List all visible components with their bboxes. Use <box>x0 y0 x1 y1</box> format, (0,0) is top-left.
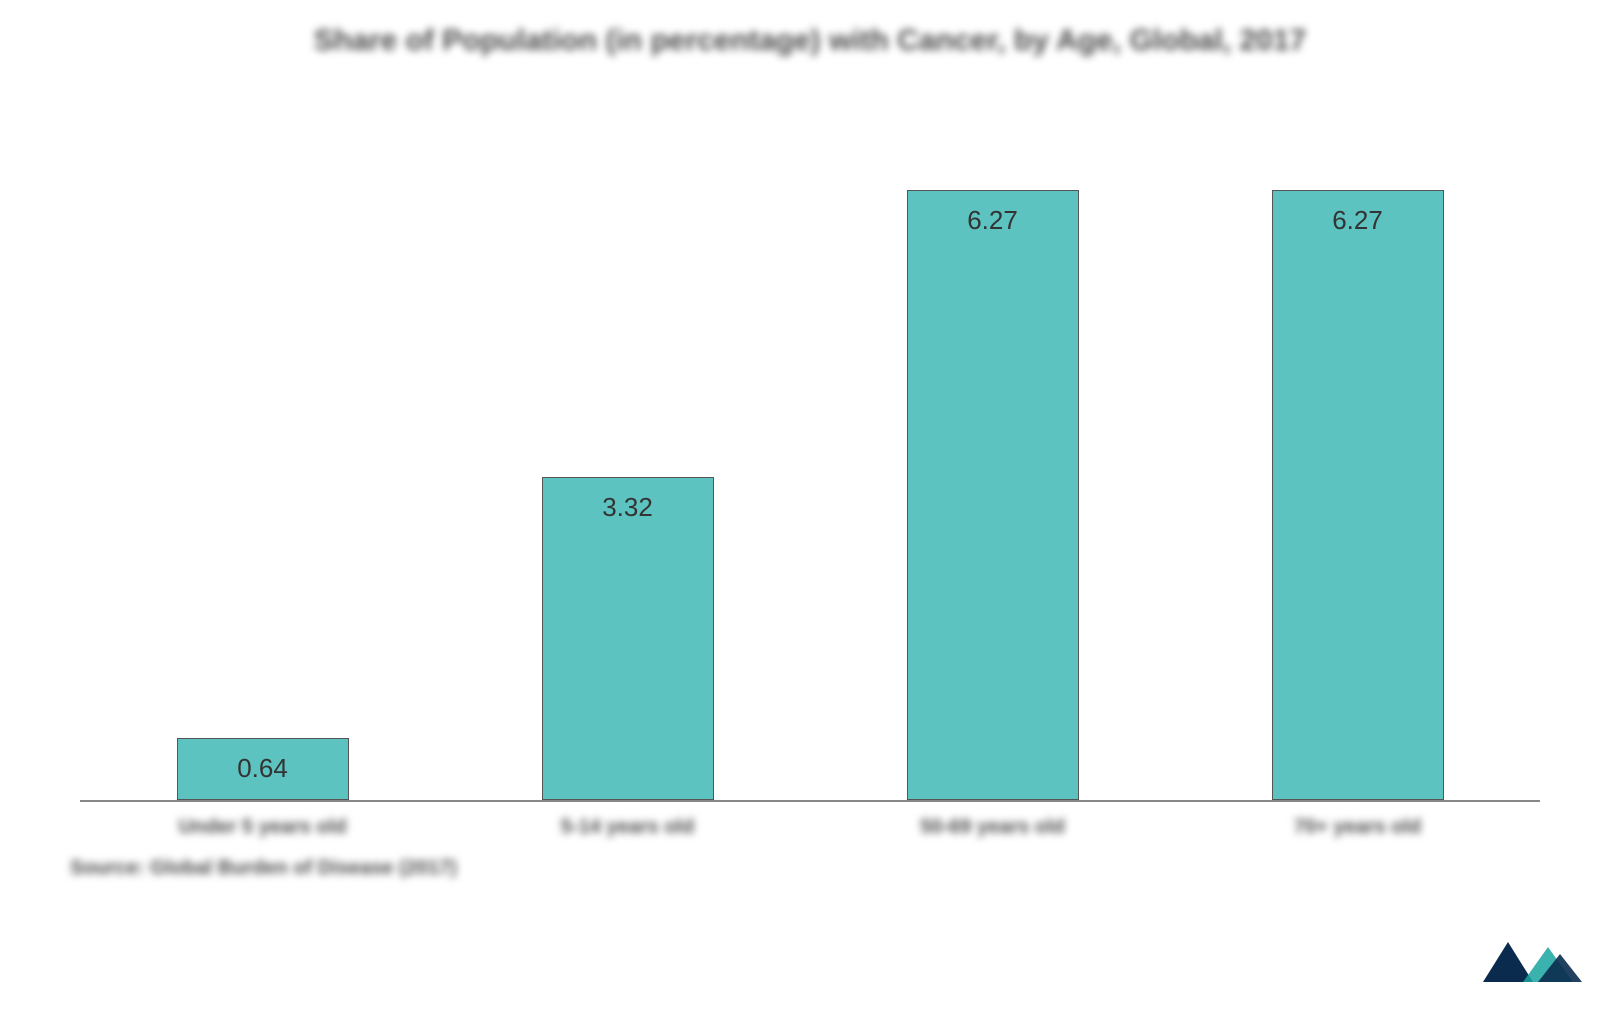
x-tick-label: 50-69 years old <box>810 816 1175 839</box>
bar-value-label: 3.32 <box>602 492 653 523</box>
x-tick-label: 5-14 years old <box>445 816 810 839</box>
chart-title: Share of Population (in percentage) with… <box>60 20 1560 62</box>
bar-value-label: 6.27 <box>1332 205 1383 236</box>
bar: 3.32 <box>542 477 714 800</box>
x-tick-label: Under 5 years old <box>80 816 445 839</box>
bar-slot: 0.64 <box>80 102 445 800</box>
bar-value-label: 6.27 <box>967 205 1018 236</box>
bars-group: 0.64 3.32 6.27 6.27 <box>80 102 1540 800</box>
plot-area: 0.64 3.32 6.27 6.27 <box>80 102 1540 802</box>
bar-slot: 3.32 <box>445 102 810 800</box>
x-tick-label: 70+ years old <box>1175 816 1540 839</box>
bar-slot: 6.27 <box>810 102 1175 800</box>
source-text: Source: Global Burden of Disease (2017) <box>60 857 1560 880</box>
bar: 6.27 <box>1272 190 1444 800</box>
x-axis-labels: Under 5 years old5-14 years old50-69 yea… <box>80 816 1540 839</box>
bar: 6.27 <box>907 190 1079 800</box>
bar-value-label: 0.64 <box>237 753 288 784</box>
bar-slot: 6.27 <box>1175 102 1540 800</box>
chart-container: Share of Population (in percentage) with… <box>60 20 1560 980</box>
bar: 0.64 <box>177 738 349 800</box>
brand-logo <box>1478 932 1588 992</box>
